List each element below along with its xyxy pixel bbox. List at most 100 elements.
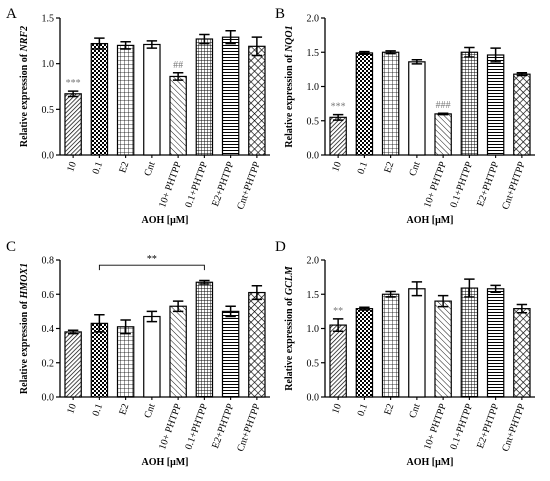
panel-a-error-bar — [146, 40, 158, 49]
panel-c-y-tick-label: 0.0 — [42, 393, 55, 404]
panel-c-error-bar — [94, 314, 105, 333]
panel-a-bar — [169, 75, 187, 156]
panel-b: B 0.0 0.5 1.0 1.5 2.0 10 0.1 E2 Cnt 10+ PHTPP 0.1+P… — [275, 6, 535, 226]
panel-d-category-label: 0.1 — [356, 402, 371, 418]
panel-c-y-tick-label: 0.6 — [42, 290, 55, 301]
panel-a-bar — [248, 45, 266, 156]
panel-d: D 0.0 0.5 1.0 1.5 2.0 10 0.1 E2 Cnt 10+ PHTPP 0.1+P… — [275, 239, 535, 468]
panel-c-category-label: Cnt+PHTPP — [235, 402, 263, 453]
panel-d-significance-label: ** — [333, 306, 343, 317]
panel-d-error-bar — [359, 306, 370, 311]
panel-a-bar — [143, 43, 161, 156]
panel-d-y-tick-label: 0.5 — [307, 358, 320, 369]
panel-c-bar — [248, 291, 266, 398]
panel-c-error-bar — [225, 305, 236, 318]
panel-b-y-tick-label: 0.5 — [307, 116, 320, 127]
panel-c-category-label: 0.1 — [91, 402, 106, 418]
panel-a-error-bar — [120, 40, 131, 50]
panel-a-x-axis-label: AOH [μM] — [141, 215, 188, 226]
panel-b-category-label: Cnt+PHTPP — [500, 160, 528, 211]
panel-a-category-label: 0.1 — [91, 160, 106, 176]
panel-b-significance-label: ### — [436, 100, 451, 111]
panel-a-bar — [195, 38, 214, 156]
panel-a-bar — [116, 44, 135, 156]
panel-a-category-label: Cnt — [142, 160, 157, 178]
panel-c-category-label: 0.1+PHTPP — [183, 402, 210, 451]
panel-a: A 0.0 0.5 1.0 1.5 10 0.1 E2 Cnt 10+ PHTPP 0.1+PHTP… — [6, 6, 270, 226]
panel-b-bar — [486, 54, 505, 156]
panel-b-error-bar — [490, 47, 501, 63]
panel-c: C 0.0 0.2 0.4 0.6 0.8 10 0.1 E2 Cnt 10+ PHTPP 0.1+P… — [6, 239, 270, 468]
panel-b-bar — [408, 61, 426, 156]
panel-c-y-axis-label: Relative expression of HMOX1 — [19, 263, 30, 394]
panel-b-y-axis-label: Relative expression of NQO1 — [284, 25, 295, 147]
panel-b-error-bar — [437, 112, 449, 116]
panel-c-error-bar — [199, 279, 210, 285]
panel-a-y-tick-label: 0.5 — [42, 105, 55, 116]
panel-b-error-bar — [359, 50, 370, 56]
panel-a-significance-label: *** — [66, 78, 81, 89]
panel-b-letter: B — [275, 6, 285, 22]
panel-c-letter: C — [6, 239, 16, 255]
panel-b-error-bar — [385, 50, 396, 55]
panel-d-y-tick-label: 0.0 — [307, 393, 320, 404]
panel-c-bar — [143, 315, 161, 398]
panel-a-category-label: 10 — [65, 160, 79, 173]
panel-b-category-label: Cnt — [407, 160, 422, 178]
panel-a-significance-label: ## — [173, 60, 183, 71]
panel-c-bar — [221, 310, 240, 398]
panel-b-category-label: 0.1+PHTPP — [448, 160, 475, 209]
panel-d-error-bar — [516, 303, 528, 314]
panel-d-category-label: E2 — [382, 402, 396, 416]
panel-a-error-bar — [225, 30, 236, 45]
panel-d-category-label: E2+PHTPP — [475, 402, 501, 450]
panel-a-category-label: 0.1+PHTPP — [183, 160, 210, 209]
panel-b-category-label: E2+PHTPP — [475, 160, 501, 208]
panel-a-error-bar — [251, 36, 263, 57]
panel-d-category-label: Cnt — [407, 402, 422, 420]
panel-a-bar — [64, 93, 82, 156]
panel-b-category-label: 0.1 — [356, 160, 371, 176]
panel-d-bar — [513, 308, 531, 398]
panel-d-category-label: 10+ PHTPP — [422, 402, 449, 451]
panel-a-error-bar — [94, 37, 105, 50]
panel-d-bar — [381, 293, 400, 398]
panel-b-significance-label: *** — [331, 102, 346, 113]
panel-d-error-bar — [437, 294, 449, 308]
panel-d-error-bar — [385, 290, 396, 298]
panel-c-category-label: 10 — [65, 402, 79, 415]
panel-c-error-bar — [251, 284, 263, 301]
panel-d-bar — [460, 287, 479, 398]
panel-a-error-bar — [67, 90, 79, 98]
panel-d-error-bar — [332, 318, 344, 332]
panel-b-bar — [329, 116, 347, 156]
panel-c-bar — [195, 281, 214, 398]
panel-a-category-label: E2+PHTPP — [210, 160, 236, 208]
panel-c-bracket-label: ** — [147, 254, 157, 265]
panel-b-error-bar — [516, 72, 528, 77]
panel-b-bar — [381, 51, 400, 156]
panel-b-y-tick-label: 0.0 — [307, 151, 320, 162]
panel-b-error-bar — [332, 113, 344, 121]
panel-c-error-bar — [120, 319, 131, 335]
panel-d-y-tick-label: 2.0 — [307, 256, 320, 267]
panel-c-y-tick-label: 0.2 — [42, 358, 55, 369]
panel-d-error-bar — [411, 281, 423, 297]
panel-a-error-bar — [172, 72, 184, 81]
panel-b-bar — [513, 73, 531, 156]
panel-d-bar — [355, 308, 374, 398]
panel-b-x-axis-label: AOH [μM] — [406, 215, 453, 226]
panel-c-y-tick-label: 0.4 — [42, 324, 55, 335]
panel-b-category-label: 10+ PHTPP — [422, 160, 449, 209]
panel-b-y-tick-label: 1.5 — [307, 48, 320, 59]
panel-a-error-bar — [199, 33, 210, 45]
panel-a-y-axis-label: Relative expression of NRF2 — [19, 26, 30, 147]
panel-b-category-label: E2 — [382, 160, 396, 174]
panel-d-category-label: 10 — [330, 402, 344, 415]
panel-b-bar — [434, 113, 452, 156]
panel-c-bar — [169, 305, 187, 398]
panel-a-bar — [90, 42, 109, 156]
panel-b-category-label: 10 — [330, 160, 344, 173]
panel-a-category-label: Cnt+PHTPP — [235, 160, 263, 211]
